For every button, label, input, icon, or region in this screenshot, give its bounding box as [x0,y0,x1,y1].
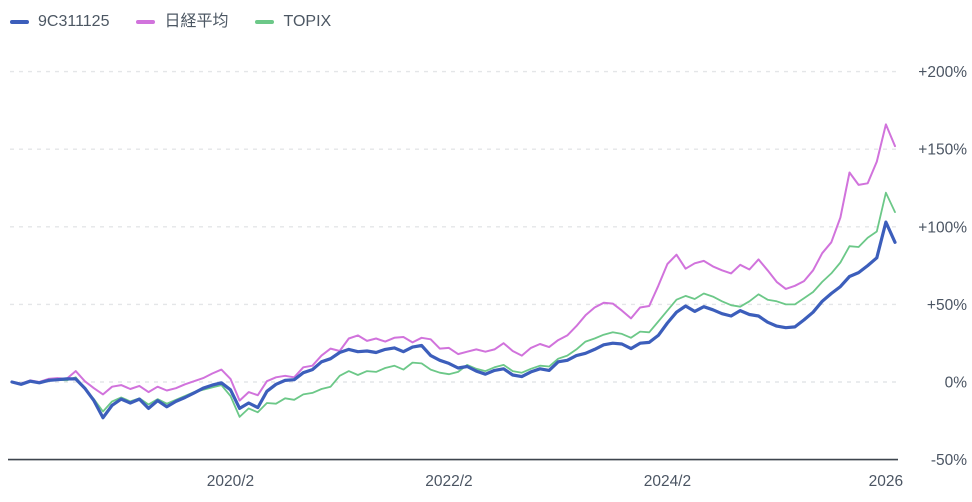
y-tick-label: +50% [927,297,967,314]
nikkei-line-swatch-icon [136,20,156,24]
chart-legend: 9C311125 日経平均 TOPIX [10,12,358,32]
y-tick-label: +150% [918,142,967,159]
series-line-9C311125 [10,220,897,420]
x-tick-label: 2024/2 [644,473,691,490]
x-tick-label: 2022/2 [425,473,472,490]
y-tick-label: +100% [918,219,967,236]
y-tick-label: 0% [945,375,968,392]
legend-label-topix: TOPIX [283,13,332,30]
legend-item-fund[interactable]: 9C311125 [10,12,109,32]
legend-label-nikkei: 日経平均 [164,13,229,30]
series-line-日経平均 [11,123,896,402]
fund-line-swatch-icon [10,20,29,24]
y-tick-label: +200% [918,64,967,81]
x-tick-label: 2020/2 [207,473,254,490]
legend-item-nikkei[interactable]: 日経平均 [136,12,228,32]
legend-item-topix[interactable]: TOPIX [255,12,331,32]
topix-line-swatch-icon [255,20,275,24]
y-tick-label: -50% [931,452,967,469]
x-tick-label: 2026 [869,473,903,490]
legend-label-fund: 9C311125 [38,13,110,30]
